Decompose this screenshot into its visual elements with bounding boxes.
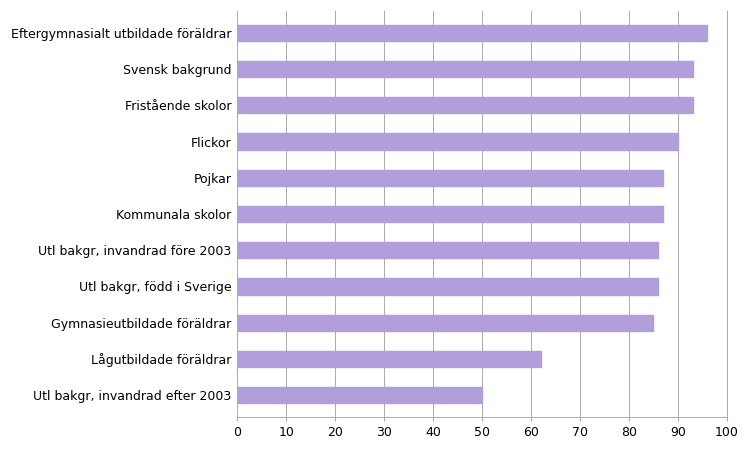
- Bar: [237, 170, 663, 186]
- Bar: [237, 315, 653, 331]
- Bar: [237, 97, 693, 113]
- Bar: [237, 133, 678, 150]
- Bar: [237, 206, 663, 222]
- Bar: [237, 351, 541, 367]
- Bar: [237, 61, 693, 77]
- Bar: [237, 242, 658, 258]
- Bar: [237, 387, 482, 403]
- Bar: [237, 25, 707, 41]
- Bar: [237, 278, 658, 295]
